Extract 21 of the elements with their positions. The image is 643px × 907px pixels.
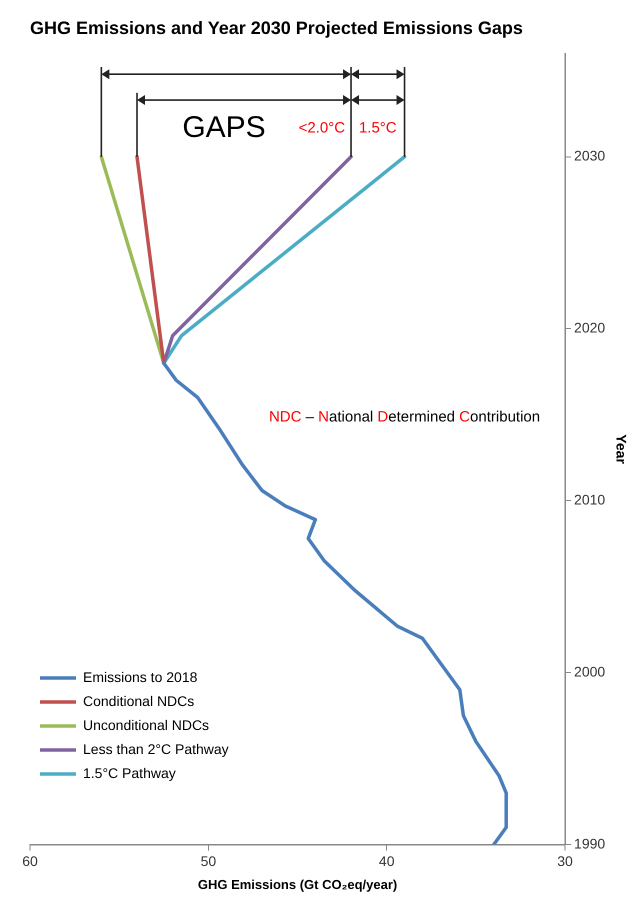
text: NDC – National Determined Contribution (268, 408, 540, 426)
annotation: 1.5°C (358, 119, 397, 136)
x-axis-title: GHG Emissions (Gt CO₂eq/year) (198, 876, 398, 892)
y-tick-label: 1990 (574, 835, 606, 852)
annotation: GAPS (182, 110, 266, 144)
x-tick-label: 40 (378, 852, 395, 869)
legend-label: 1.5°C Pathway (83, 764, 176, 781)
chart-title: GHG Emissions and Year 2030 Projected Emissions Gaps (30, 18, 523, 38)
y-tick-label: 2000 (574, 664, 606, 680)
y-tick-label: 2020 (574, 320, 606, 336)
y-tick-label: 2030 (574, 148, 606, 164)
x-tick-label: 30 (557, 852, 574, 869)
x-tick-label: 60 (22, 852, 38, 869)
legend-label: Conditional NDCs (83, 692, 194, 709)
legend-label: Unconditional NDCs (83, 716, 210, 733)
legend-label: Emissions to 2018 (83, 668, 198, 685)
x-tick-label: 50 (200, 852, 216, 869)
y-tick-label: 2010 (574, 492, 606, 508)
y-axis-title: Year (614, 434, 630, 464)
annotation: <2.0°C (298, 119, 346, 136)
legend-label: Less than 2°C Pathway (83, 740, 229, 757)
